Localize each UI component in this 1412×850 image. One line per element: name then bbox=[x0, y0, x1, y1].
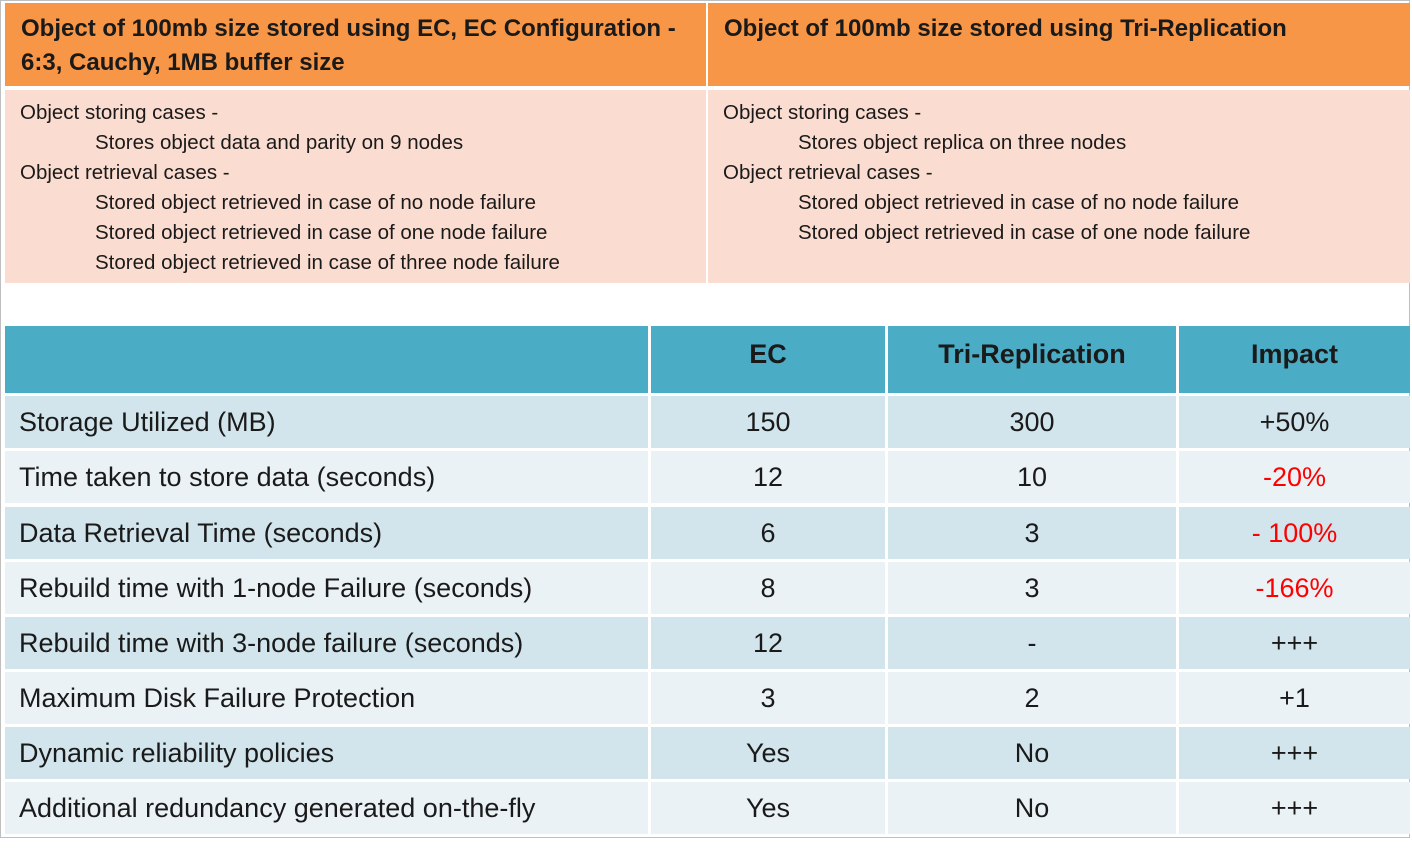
tri-replication-cases: Object storing cases - Stores object rep… bbox=[708, 90, 1410, 283]
tri-replication-value: - bbox=[888, 617, 1176, 669]
ec-case-line: Stored object retrieved in case of one n… bbox=[95, 221, 548, 244]
ec-heading: Object of 100mb size stored using EC, EC… bbox=[5, 3, 706, 86]
table-row: Rebuild time with 1-node Failure (second… bbox=[5, 562, 1410, 614]
tri-replication-value: 10 bbox=[888, 451, 1176, 503]
header-cell-tri-replication: Tri-Replication bbox=[888, 326, 1176, 393]
tri-case-line: Object retrieval cases - bbox=[723, 161, 933, 184]
impact-value: +++ bbox=[1179, 617, 1410, 669]
tri-replication-value: 300 bbox=[888, 396, 1176, 448]
ec-value: 6 bbox=[651, 507, 885, 559]
table-row: Time taken to store data (seconds) 12 10 -2… bbox=[5, 451, 1410, 503]
tri-replication-value: No bbox=[888, 727, 1176, 779]
metric-label: Time taken to store data (seconds) bbox=[5, 451, 648, 503]
impact-value: +++ bbox=[1179, 782, 1410, 834]
ec-value: 12 bbox=[651, 617, 885, 669]
impact-value: +1 bbox=[1179, 672, 1410, 724]
ec-value: Yes bbox=[651, 782, 885, 834]
ec-value: 3 bbox=[651, 672, 885, 724]
metric-label: Dynamic reliability policies bbox=[5, 727, 648, 779]
table-row: Additional redundancy generated on-the-f… bbox=[5, 782, 1410, 834]
ec-case-line: Stored object retrieved in case of three… bbox=[95, 251, 560, 274]
impact-value: - 100% bbox=[1179, 507, 1410, 559]
metric-label: Rebuild time with 1-node Failure (second… bbox=[5, 562, 648, 614]
ec-value: Yes bbox=[651, 727, 885, 779]
impact-value: +++ bbox=[1179, 727, 1410, 779]
ec-value: 150 bbox=[651, 396, 885, 448]
ec-case-line: Object storing cases - bbox=[20, 101, 219, 124]
ec-cases: Object storing cases - Stores object dat… bbox=[5, 90, 706, 283]
ec-case-line: Object retrieval cases - bbox=[20, 161, 230, 184]
table-row: Data Retrieval Time (seconds) 6 3- 100% bbox=[5, 507, 1410, 559]
metrics-header-row: EC Tri-Replication Impact bbox=[5, 326, 1410, 393]
tri-replication-value: 3 bbox=[888, 562, 1176, 614]
ec-value: 12 bbox=[651, 451, 885, 503]
ec-case-line: Stores object data and parity on 9 nodes bbox=[95, 131, 464, 154]
table-row: Storage Utilized (MB) 150 300 +50% bbox=[5, 396, 1410, 448]
metric-label: Rebuild time with 3-node failure (second… bbox=[5, 617, 648, 669]
tri-case-line: Stored object retrieved in case of no no… bbox=[798, 191, 1240, 214]
tri-case-line: Stores object replica on three nodes bbox=[798, 131, 1127, 154]
impact-value: -20% bbox=[1179, 451, 1410, 503]
ec-value: 8 bbox=[651, 562, 885, 614]
header-cell-impact: Impact bbox=[1179, 326, 1410, 393]
metric-label: Storage Utilized (MB) bbox=[5, 396, 648, 448]
tri-case-line: Stored object retrieved in case of one n… bbox=[798, 221, 1251, 244]
tri-replication-value: 2 bbox=[888, 672, 1176, 724]
header-cell-metric bbox=[5, 326, 648, 393]
tri-replication-value: No bbox=[888, 782, 1176, 834]
tri-replication-value: 3 bbox=[888, 507, 1176, 559]
table-row: Maximum Disk Failure Protection 3 2 +1 bbox=[5, 672, 1410, 724]
header-cell-ec: EC bbox=[651, 326, 885, 393]
impact-value: +50% bbox=[1179, 396, 1410, 448]
table-row: Rebuild time with 3-node failure (second… bbox=[5, 617, 1410, 669]
metric-label: Data Retrieval Time (seconds) bbox=[5, 507, 648, 559]
tri-replication-heading: Object of 100mb size stored using Tri-Re… bbox=[708, 3, 1410, 86]
metric-label: Additional redundancy generated on-the-f… bbox=[5, 782, 648, 834]
impact-value: -166% bbox=[1179, 562, 1410, 614]
table-row: Dynamic reliability policies Yes No +++ bbox=[5, 727, 1410, 779]
ec-case-line: Stored object retrieved in case of no no… bbox=[95, 191, 537, 214]
metric-label: Maximum Disk Failure Protection bbox=[5, 672, 648, 724]
tri-case-line: Object storing cases - bbox=[723, 101, 922, 124]
